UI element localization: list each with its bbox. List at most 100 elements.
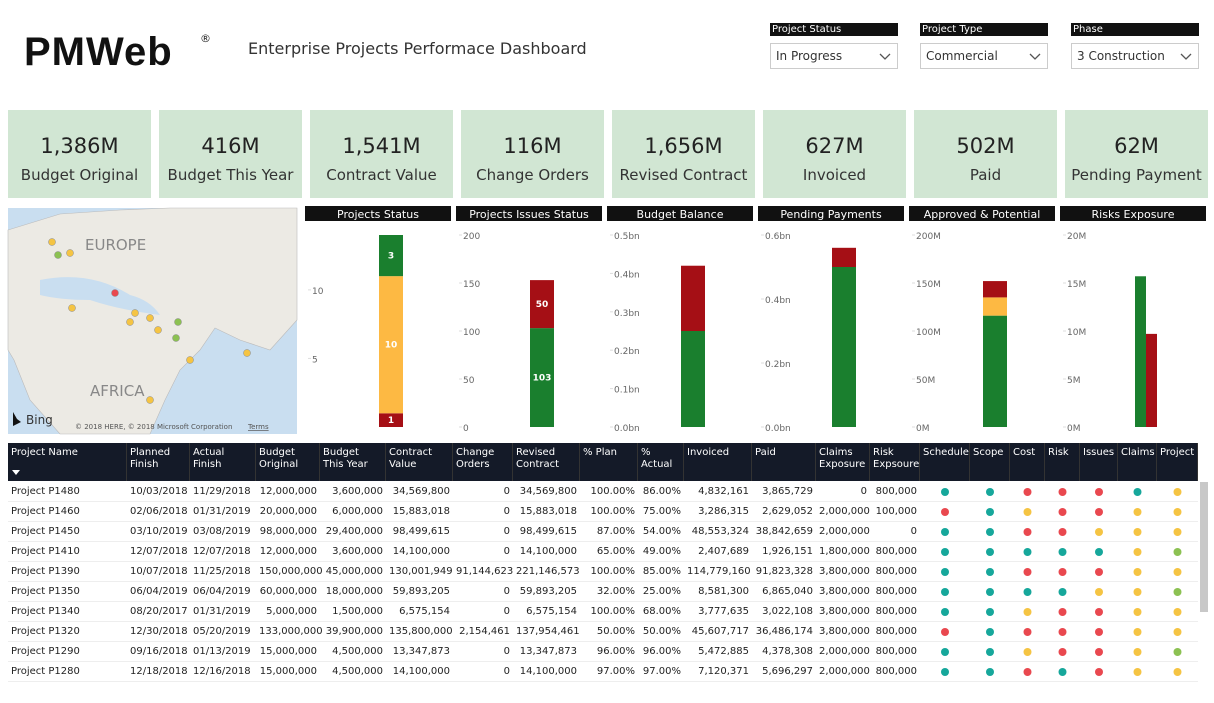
table-cell: 114,779,160	[684, 562, 752, 582]
y-tick-label: 20M	[1067, 232, 1086, 242]
column-header[interactable]: Scope	[970, 443, 1010, 481]
kpi-value: 1,386M	[8, 134, 151, 158]
status-dot	[941, 568, 949, 576]
status-dot	[1095, 608, 1103, 616]
table-cell: 60,000,000	[256, 582, 320, 602]
table-cell: 10/07/2018	[127, 562, 190, 582]
table-cell: 65.00%	[580, 542, 638, 562]
filter-dropdown[interactable]: In Progress	[770, 43, 898, 69]
status-dot	[941, 528, 949, 536]
table-cell: 91,144,623	[453, 562, 513, 582]
map-point	[155, 327, 162, 334]
table-cell: 0	[816, 482, 870, 502]
map-point	[173, 335, 180, 342]
filter-dropdown[interactable]: 3 Construction	[1071, 43, 1199, 69]
table-cell: 135,800,000	[386, 622, 453, 642]
table-cell: 100.00%	[580, 502, 638, 522]
column-header[interactable]: Contract Value	[386, 443, 453, 481]
status-dot	[986, 588, 994, 596]
map-provider: Bing	[26, 413, 53, 427]
table-cell: 01/13/2019	[190, 642, 256, 662]
kpi-value: 116M	[461, 134, 604, 158]
column-header[interactable]: Project Name	[8, 443, 127, 481]
status-dot	[1059, 588, 1067, 596]
bar-segment	[832, 267, 856, 427]
column-header[interactable]: Claims	[1118, 443, 1157, 481]
status-indicators	[920, 642, 1198, 662]
status-dot	[1134, 628, 1142, 636]
column-header[interactable]: Budget This Year	[320, 443, 386, 481]
kpi-label: Budget Original	[8, 166, 151, 184]
bar-segment	[983, 297, 1007, 315]
kpi-tile: 116MChange Orders	[461, 110, 604, 198]
status-dot	[1095, 628, 1103, 636]
y-tick-label: 100	[463, 328, 480, 338]
column-header[interactable]: Cost	[1010, 443, 1045, 481]
map-point	[67, 250, 74, 257]
y-tick-label: 10	[312, 287, 324, 297]
status-indicators	[920, 482, 1198, 502]
table-cell: 03/10/2019	[127, 522, 190, 542]
table-cell: 800,000	[870, 542, 920, 562]
kpi-tile: 627MInvoiced	[763, 110, 906, 198]
table-cell: 100.00%	[580, 562, 638, 582]
table-cell: 8,581,300	[684, 582, 752, 602]
table-cell: 12/07/2018	[127, 542, 190, 562]
column-header[interactable]: Planned Finish	[127, 443, 190, 481]
status-dot	[941, 588, 949, 596]
table-cell: 5,472,885	[684, 642, 752, 662]
table-cell: Project P1460	[8, 502, 127, 522]
column-header[interactable]: % Actual	[638, 443, 684, 481]
filter-label: Project Status	[770, 23, 898, 36]
table-cell: 11/25/2018	[190, 562, 256, 582]
status-indicators	[920, 522, 1198, 542]
bar-segment	[983, 281, 1007, 297]
kpi-value: 1,541M	[310, 134, 453, 158]
kpi-value: 62M	[1065, 134, 1208, 158]
sort-icon[interactable]	[12, 470, 20, 476]
column-header[interactable]: Paid	[752, 443, 816, 481]
kpi-tile: 1,541MContract Value	[310, 110, 453, 198]
status-dot	[1024, 548, 1032, 556]
filter-dropdown[interactable]: Commercial	[920, 43, 1048, 69]
table-cell: 14,100,000	[513, 542, 580, 562]
table-cell: 54.00%	[638, 522, 684, 542]
table-cell: 1,800,000	[816, 542, 870, 562]
y-tick-label: 50M	[916, 376, 935, 386]
column-header[interactable]: Revised Contract	[513, 443, 580, 481]
table-cell: 15,000,000	[256, 642, 320, 662]
table-cell: 0	[453, 542, 513, 562]
table-cell: 87.00%	[580, 522, 638, 542]
column-header[interactable]: Project	[1157, 443, 1198, 481]
table-cell: 3,800,000	[816, 562, 870, 582]
y-tick-label: 100M	[916, 328, 941, 338]
column-header[interactable]: Claims Exposure	[816, 443, 870, 481]
table-cell: Project P1280	[8, 662, 127, 682]
map-point	[49, 239, 56, 246]
status-dot	[1174, 648, 1182, 656]
table-cell: 2,407,689	[684, 542, 752, 562]
table-cell: 3,777,635	[684, 602, 752, 622]
column-header[interactable]: % Plan	[580, 443, 638, 481]
table-cell: 96.00%	[638, 642, 684, 662]
column-header[interactable]: Risk	[1045, 443, 1080, 481]
y-tick-label: 15M	[1067, 280, 1086, 290]
column-header[interactable]: Change Orders	[453, 443, 513, 481]
column-header[interactable]: Invoiced	[684, 443, 752, 481]
column-header[interactable]: Risk Expsoure	[870, 443, 920, 481]
column-header[interactable]: Schedule	[920, 443, 970, 481]
column-header[interactable]: Issues	[1080, 443, 1118, 481]
table-cell: 18,000,000	[320, 582, 386, 602]
status-dot	[1095, 648, 1103, 656]
map-copyright: © 2018 HERE, © 2018 Microsoft Corporatio…	[75, 423, 232, 431]
status-dot	[1174, 568, 1182, 576]
table-cell: 34,569,800	[386, 482, 453, 502]
column-header[interactable]: Budget Original	[256, 443, 320, 481]
scrollbar[interactable]	[1200, 482, 1208, 612]
table-cell: 08/20/2017	[127, 602, 190, 622]
column-header[interactable]: Actual Finish	[190, 443, 256, 481]
table-cell: 100.00%	[580, 482, 638, 502]
table-cell: 13,347,873	[386, 642, 453, 662]
table-cell: Project P1480	[8, 482, 127, 502]
filter-label: Phase	[1071, 23, 1199, 36]
